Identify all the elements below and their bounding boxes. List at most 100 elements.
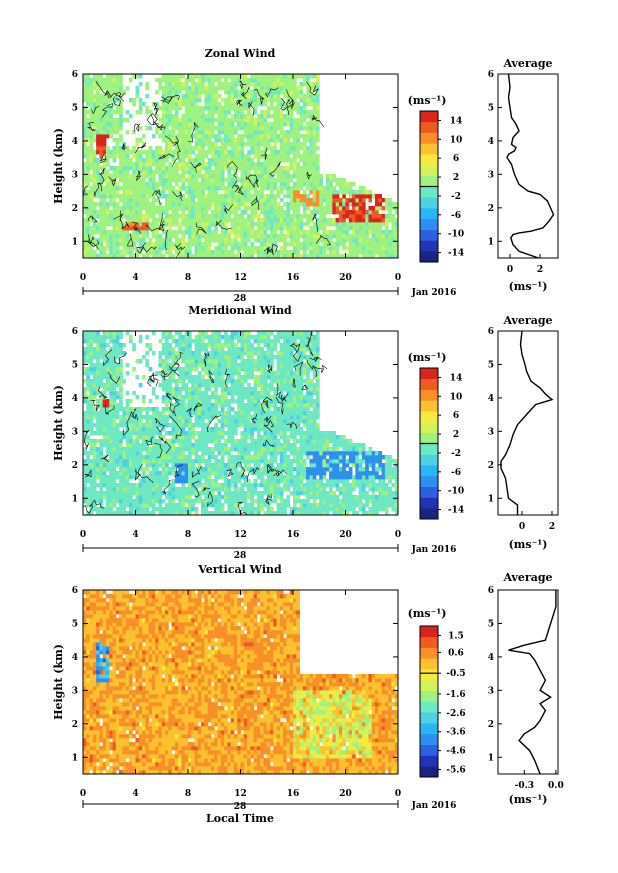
heatmap-cell	[296, 178, 300, 183]
heatmap-cell	[112, 411, 117, 416]
heatmap-cell	[181, 142, 186, 147]
heatmap-cell	[181, 214, 186, 219]
heatmap-cell	[142, 483, 146, 488]
heatmap-cell	[220, 98, 225, 103]
heatmap-cell	[132, 455, 136, 460]
heatmap-cell	[92, 250, 97, 255]
heatmap-cell	[207, 130, 212, 135]
heatmap-cell	[217, 154, 222, 159]
heatmap-cell	[148, 419, 153, 424]
heatmap-cell	[99, 483, 104, 488]
heatmap-cell	[214, 487, 218, 492]
heatmap-cell	[188, 359, 192, 364]
heatmap-cell	[204, 198, 209, 203]
heatmap-cell	[345, 214, 350, 219]
heatmap-cell	[293, 158, 297, 163]
heatmap-cell	[86, 355, 90, 360]
heatmap-cell	[155, 451, 159, 456]
heatmap-cell	[355, 218, 360, 223]
heatmap-cell	[128, 431, 133, 436]
heatmap-cell	[109, 459, 113, 464]
heatmap-cell	[263, 222, 268, 227]
heatmap-cell	[174, 503, 179, 508]
heatmap-cell	[214, 94, 218, 99]
heatmap-cell	[112, 479, 117, 484]
heatmap-cell	[112, 491, 117, 496]
heatmap-cell	[86, 78, 90, 83]
heatmap-cell	[293, 130, 297, 135]
heatmap-cell	[210, 499, 215, 504]
heatmap-cell	[207, 94, 212, 99]
heatmap-cell	[240, 170, 245, 175]
heatmap-cell	[210, 347, 215, 352]
heatmap-cell	[214, 150, 218, 155]
heatmap-cell	[142, 423, 146, 428]
heatmap-cell	[194, 118, 199, 123]
heatmap-cell	[270, 158, 274, 163]
heatmap-cell	[289, 82, 294, 87]
heatmap-cell	[214, 439, 218, 444]
heatmap-cell	[102, 198, 107, 203]
heatmap-cell	[214, 118, 218, 123]
heatmap-cell	[178, 118, 182, 123]
contour-line	[172, 191, 183, 202]
heatmap-cell	[270, 242, 274, 247]
heatmap-cell	[224, 230, 228, 235]
heatmap-cell	[201, 74, 205, 79]
heatmap-cell	[253, 78, 258, 83]
heatmap-cell	[210, 90, 215, 95]
heatmap-cell	[325, 210, 330, 215]
heatmap-cell	[112, 166, 117, 171]
heatmap-cell	[355, 242, 360, 247]
heatmap-cell	[371, 206, 376, 211]
heatmap-cell	[158, 339, 163, 344]
heatmap-cell	[119, 122, 123, 127]
heatmap-cell	[201, 511, 205, 515]
heatmap-cell	[89, 130, 94, 135]
heatmap-cell	[391, 250, 396, 255]
heatmap-cell	[233, 90, 238, 95]
heatmap-cell	[260, 130, 264, 135]
heatmap-cell	[119, 503, 123, 508]
heatmap-cell	[86, 222, 90, 227]
heatmap-cell	[89, 411, 94, 416]
heatmap-cell	[240, 106, 245, 111]
heatmap-cell	[128, 439, 133, 444]
heatmap-cell	[266, 178, 271, 183]
heatmap-cell	[233, 202, 238, 207]
heatmap-cell	[112, 343, 117, 348]
heatmap-cell	[151, 102, 156, 107]
heatmap-cell	[122, 90, 127, 95]
heatmap-cell	[112, 98, 117, 103]
heatmap-cell	[256, 122, 261, 127]
heatmap-cell	[283, 146, 287, 151]
heatmap-cell	[293, 190, 297, 195]
heatmap-cell	[201, 435, 205, 440]
heatmap-cell	[174, 78, 179, 83]
heatmap-cell	[309, 94, 314, 99]
heatmap-cell	[220, 186, 225, 191]
heatmap-cell	[83, 471, 87, 476]
heatmap-cell	[286, 170, 291, 175]
heatmap-cell	[105, 387, 110, 392]
heatmap-cell	[191, 403, 195, 408]
heatmap-cell	[352, 198, 356, 203]
heatmap-cell	[161, 463, 166, 468]
heatmap-cell	[188, 110, 192, 115]
heatmap-cell	[165, 234, 169, 239]
heatmap-cell	[283, 186, 287, 191]
heatmap-cell	[325, 242, 330, 247]
heatmap-cell	[109, 427, 113, 432]
heatmap-cell	[204, 427, 209, 432]
heatmap-cell	[151, 419, 156, 424]
heatmap-cell	[96, 118, 100, 123]
heatmap-cell	[171, 427, 176, 432]
heatmap-cell	[237, 150, 241, 155]
heatmap-cell	[178, 415, 182, 420]
heatmap-cell	[217, 246, 222, 251]
heatmap-cell	[217, 487, 222, 492]
heatmap-cell	[86, 74, 90, 79]
heatmap-cell	[358, 238, 363, 243]
heatmap-cell	[125, 459, 130, 464]
heatmap-cell	[348, 182, 353, 187]
